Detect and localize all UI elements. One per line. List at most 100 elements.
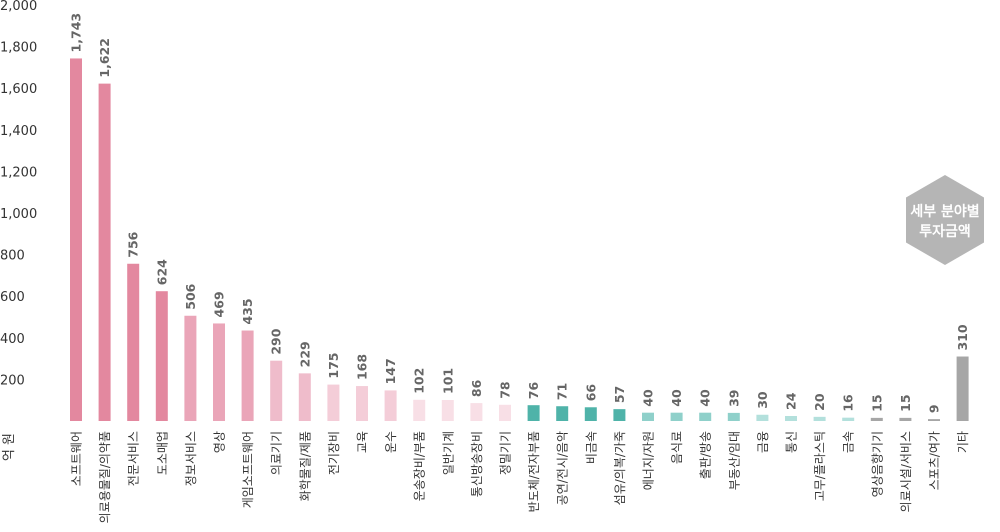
value-label: 756 [126, 231, 141, 257]
bar [127, 263, 140, 421]
y-tick-label: 1,400 [0, 124, 37, 139]
value-label: 86 [469, 379, 484, 397]
bar [642, 412, 654, 421]
value-label: 1,622 [97, 38, 112, 78]
value-label: 310 [955, 324, 970, 350]
category-label: 의료기기 [270, 431, 284, 475]
value-label: 66 [583, 384, 598, 402]
value-label: 78 [498, 381, 513, 398]
bar [613, 409, 626, 421]
value-label: 290 [269, 328, 284, 354]
value-label: 15 [898, 394, 913, 411]
value-label: 30 [755, 391, 770, 409]
category-label: 전기장비 [327, 431, 341, 475]
category-label: 통신 [785, 431, 799, 453]
bar [699, 412, 712, 421]
value-label: 39 [726, 389, 741, 406]
bar [213, 323, 225, 421]
bar [327, 384, 340, 421]
category-label: 교육 [356, 431, 370, 453]
category-label: 금융 [756, 431, 770, 453]
category-label: 출판/방송 [699, 431, 713, 479]
bar [470, 403, 483, 421]
value-label: 435 [240, 298, 255, 324]
y-unit-label: 억 원 [2, 433, 17, 461]
bar [928, 419, 940, 421]
category-label: 공연/전시/음악 [556, 431, 570, 505]
bar [956, 356, 969, 421]
bar [670, 412, 683, 421]
value-label: 40 [669, 389, 684, 407]
category-label: 전문서비스 [127, 431, 141, 486]
category-label: 반도체/전자부품 [527, 431, 541, 512]
value-label: 16 [841, 394, 856, 412]
y-axis: 2,000 1,800 1,600 1,400 1,200 1,000 800 600 400 2… [0, 0, 37, 388]
category-label: 기타 [956, 431, 970, 453]
bar [270, 360, 283, 421]
category-label: 통신방송장비 [470, 431, 484, 497]
bar [556, 406, 569, 421]
category-label: 의료용물질/의약품 [97, 431, 112, 523]
value-label: 15 [869, 394, 884, 411]
bar [870, 417, 883, 421]
bar [241, 330, 254, 421]
bar [70, 58, 82, 422]
y-tick-label: 1,000 [0, 207, 37, 222]
y-tick-label: 1,200 [0, 165, 37, 180]
y-tick-label: 2,000 [0, 0, 37, 14]
bar [356, 386, 368, 421]
category-label: 운수 [384, 431, 398, 453]
value-label: 469 [212, 291, 227, 317]
bar [527, 405, 540, 421]
category-label: 섬유/의복/가죽 [613, 431, 627, 505]
category-label: 부동산/임대 [727, 431, 741, 490]
y-tick-label: 800 [0, 249, 25, 264]
value-label: 1,743 [69, 13, 84, 53]
value-label: 20 [812, 393, 827, 411]
y-tick-label: 600 [0, 290, 25, 305]
bar [785, 416, 797, 421]
y-tick-label: 200 [0, 373, 25, 388]
value-label: 101 [440, 368, 455, 394]
value-labels: 1,743 1,622 756 624 506 469 435 290 229 175 168 147… [69, 13, 971, 413]
bar [899, 417, 912, 421]
bar [813, 416, 826, 421]
value-label: 624 [154, 259, 169, 285]
y-tick-label: 400 [0, 332, 25, 347]
value-label: 71 [555, 383, 570, 400]
legend-badge: 세부 분야별 투자금액 [906, 175, 984, 265]
bar [98, 83, 111, 422]
value-label: 168 [355, 354, 370, 380]
badge-hexagon [906, 175, 984, 265]
value-label: 147 [383, 358, 398, 384]
value-label: 40 [698, 389, 713, 407]
category-label: 금속 [842, 431, 856, 453]
category-label: 음식료 [670, 431, 684, 464]
category-label: 정보서비스 [184, 431, 198, 486]
badge-line-1: 세부 분야별 [910, 203, 979, 220]
bar [756, 414, 769, 421]
category-label: 운송장비/부품 [413, 431, 427, 501]
category-label: 영상 [213, 431, 227, 453]
bar [499, 404, 511, 421]
category-label: 소프트웨어 [70, 431, 84, 486]
bar [298, 373, 311, 421]
value-label: 76 [526, 381, 541, 399]
category-label: 에너지/자원 [642, 431, 656, 490]
bar [384, 390, 397, 421]
category-label: 비금속 [584, 431, 598, 464]
y-tick-label: 1,800 [0, 41, 37, 56]
category-label: 의료시설/서비스 [899, 431, 913, 512]
category-label: 도소매업 [155, 431, 169, 475]
value-label: 102 [412, 368, 427, 394]
value-label: 24 [784, 392, 799, 410]
category-label: 영상음향기기 [870, 431, 884, 497]
bar [413, 399, 426, 421]
badge-line-2: 투자금액 [919, 223, 971, 240]
category-labels: 소프트웨어 의료용물질/의약품 전문서비스 도소매업 정보서비스 영상 게임소프트웨어 의료기… [70, 431, 971, 523]
category-label: 게임소프트웨어 [241, 431, 255, 508]
category-label: 정밀기기 [499, 431, 513, 475]
bar [584, 407, 597, 421]
y-tick-label: 1,600 [0, 82, 37, 97]
